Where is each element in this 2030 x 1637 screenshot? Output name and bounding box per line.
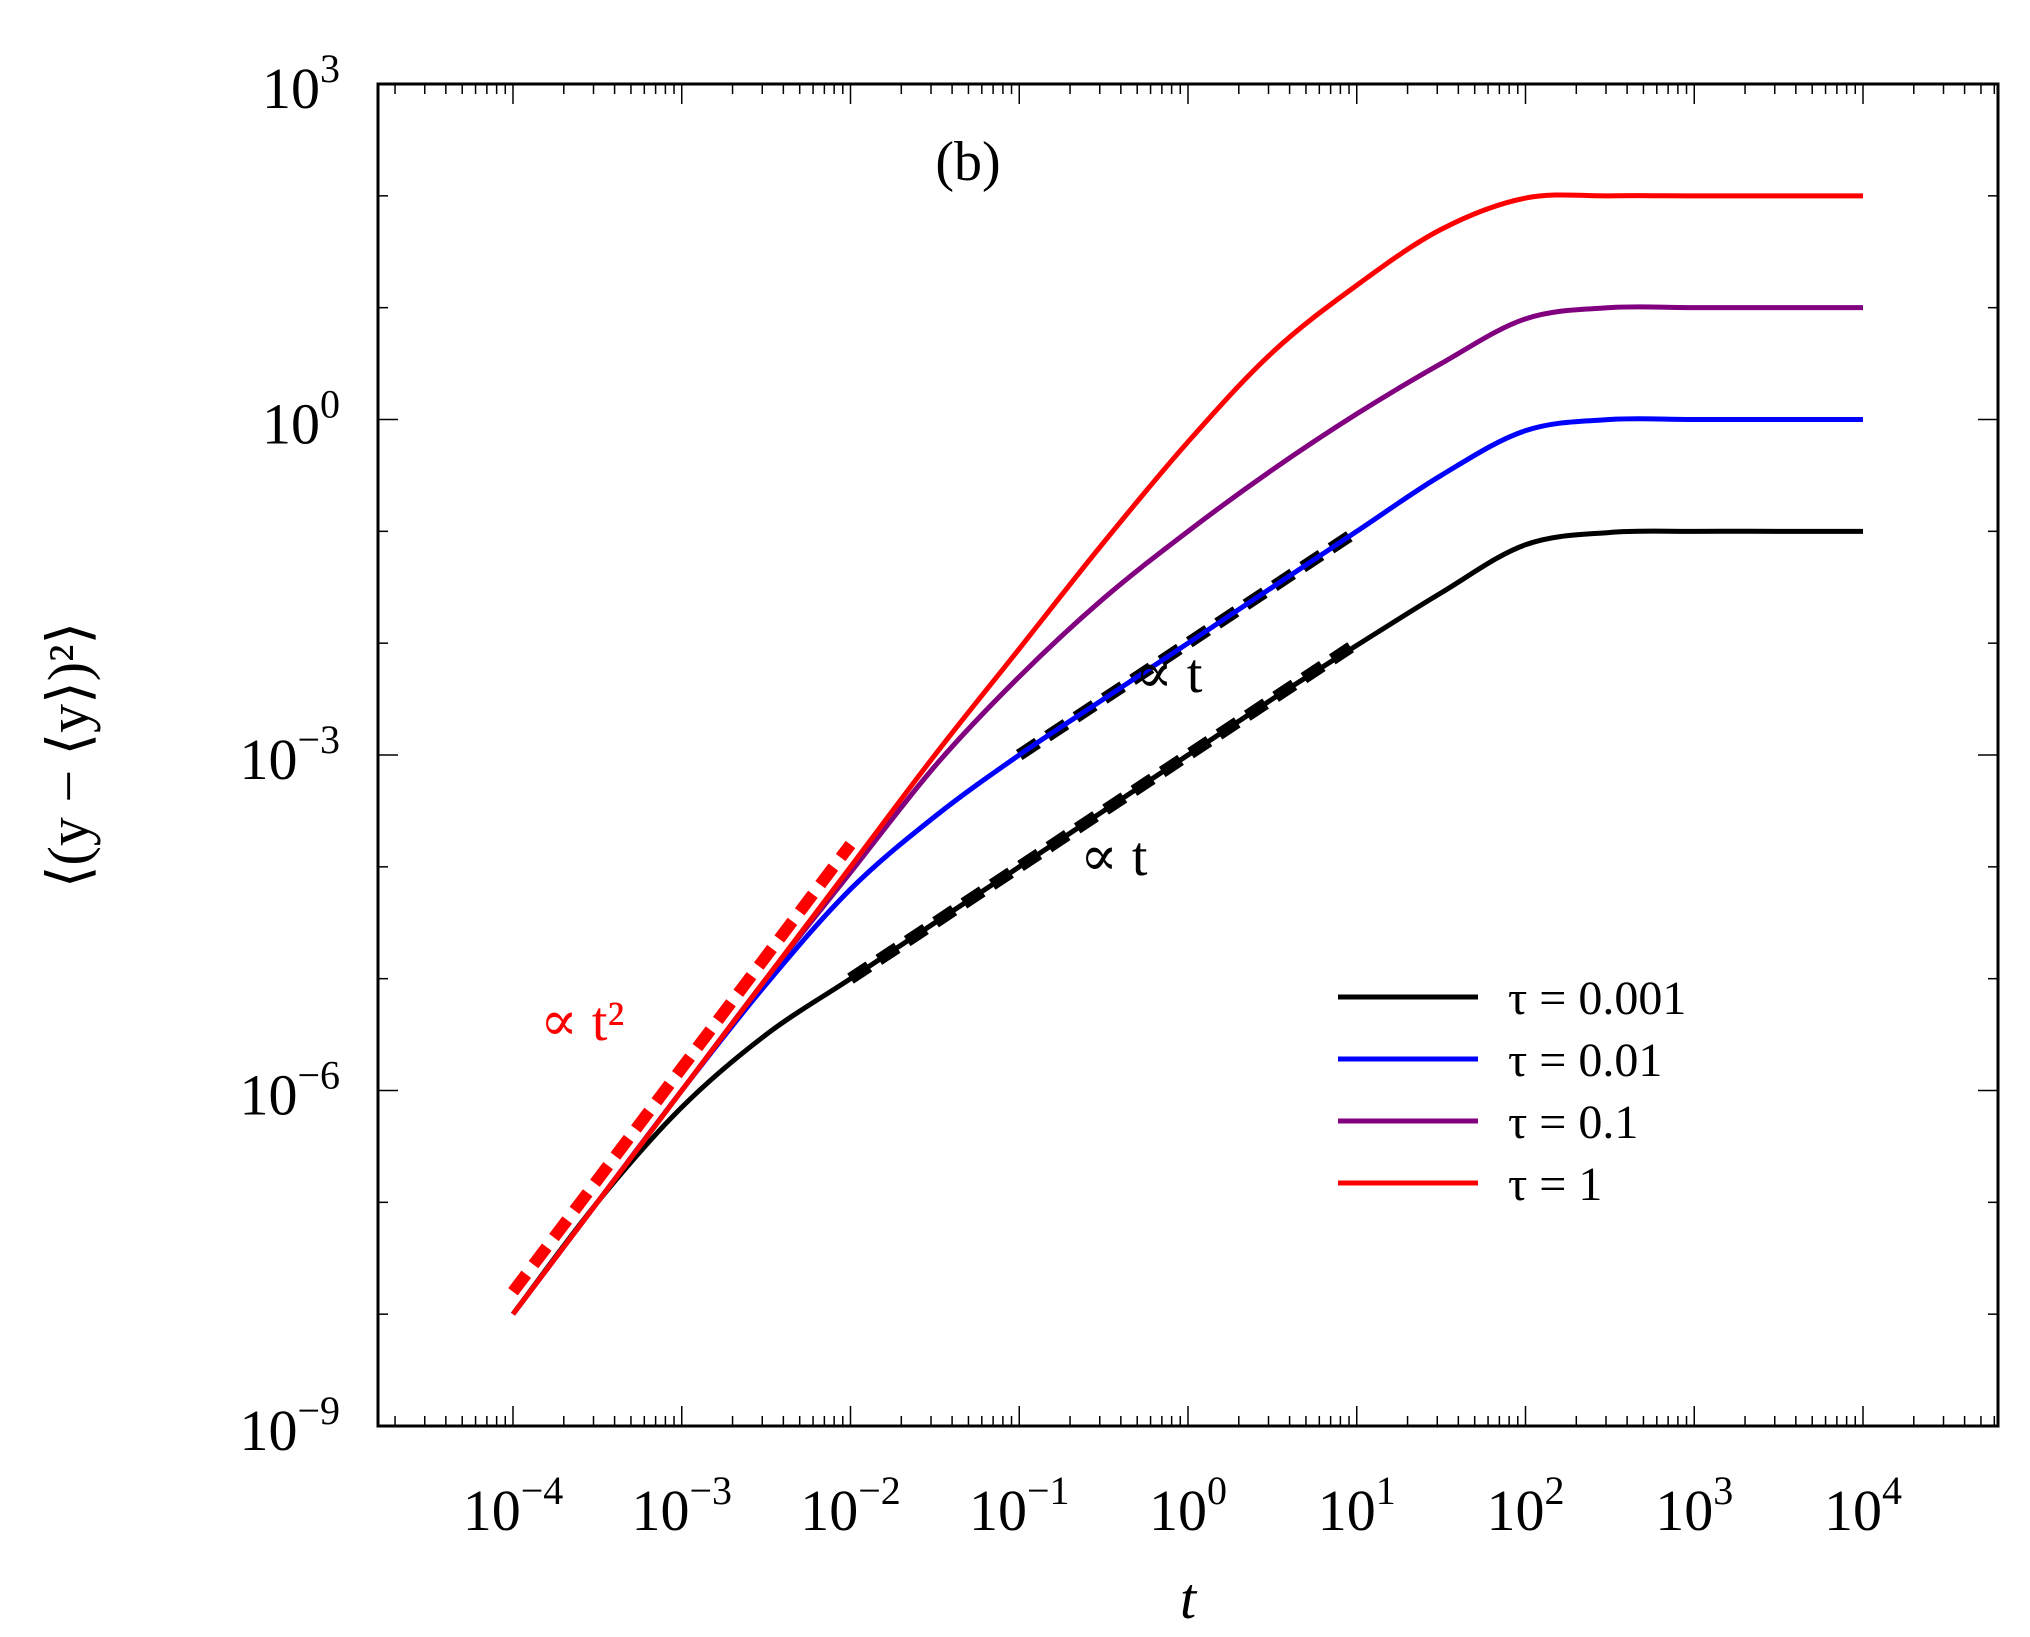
y-tick-labels: 10−9 10−6 10−3 100 103 [239,46,340,1463]
guide-label-t-upper: ∝ t [1135,643,1203,705]
legend-label-2: τ = 0.1 [1508,1096,1638,1149]
legend-label-3: τ = 1 [1508,1158,1602,1211]
series-lines [511,192,1863,1316]
guide-line-0 [508,840,856,1296]
minor-ticks [378,84,1998,1426]
guide-label-t-squared: ∝ t² [540,991,624,1053]
series-line-1 [511,416,1863,1316]
legend-label-0: τ = 0.001 [1508,972,1686,1025]
x-tick-label: 104 [1824,1468,1902,1543]
legend-label-1: τ = 0.01 [1508,1034,1662,1087]
panel-label: (b) [935,131,1000,193]
y-axis-label: ⟨(y − ⟨y⟩)²⟩ [36,622,101,888]
series-line-3 [511,192,1863,1316]
x-tick-label: 103 [1655,1468,1733,1543]
major-ticks [378,83,1998,1427]
x-tick-label: 10−3 [631,1468,732,1543]
guide-label-t-lower: ∝ t [1080,826,1148,888]
y-tick-label: 10−3 [239,717,340,792]
x-tick-labels: 10−4 10−3 10−2 10−1 100 101 102 103 104 [463,1468,1902,1543]
x-tick-label: 101 [1318,1468,1396,1543]
y-tick-label: 100 [262,382,340,457]
series-line-0 [511,528,1863,1316]
x-tick-label: 102 [1487,1468,1565,1543]
x-tick-label: 10−1 [969,1468,1070,1543]
y-tick-label: 10−9 [239,1388,340,1463]
y-tick-label: 10−6 [239,1053,340,1128]
legend: τ = 0.001 τ = 0.01 τ = 0.1 τ = 1 [1338,972,1686,1211]
guide-lines [508,526,1361,1296]
x-tick-label: 10−4 [463,1468,564,1543]
x-tick-label: 10−2 [800,1468,901,1543]
y-tick-label: 103 [262,46,340,121]
x-axis-label: t [1180,1566,1198,1631]
series-line-2 [511,304,1863,1316]
x-tick-label: 100 [1149,1468,1227,1543]
